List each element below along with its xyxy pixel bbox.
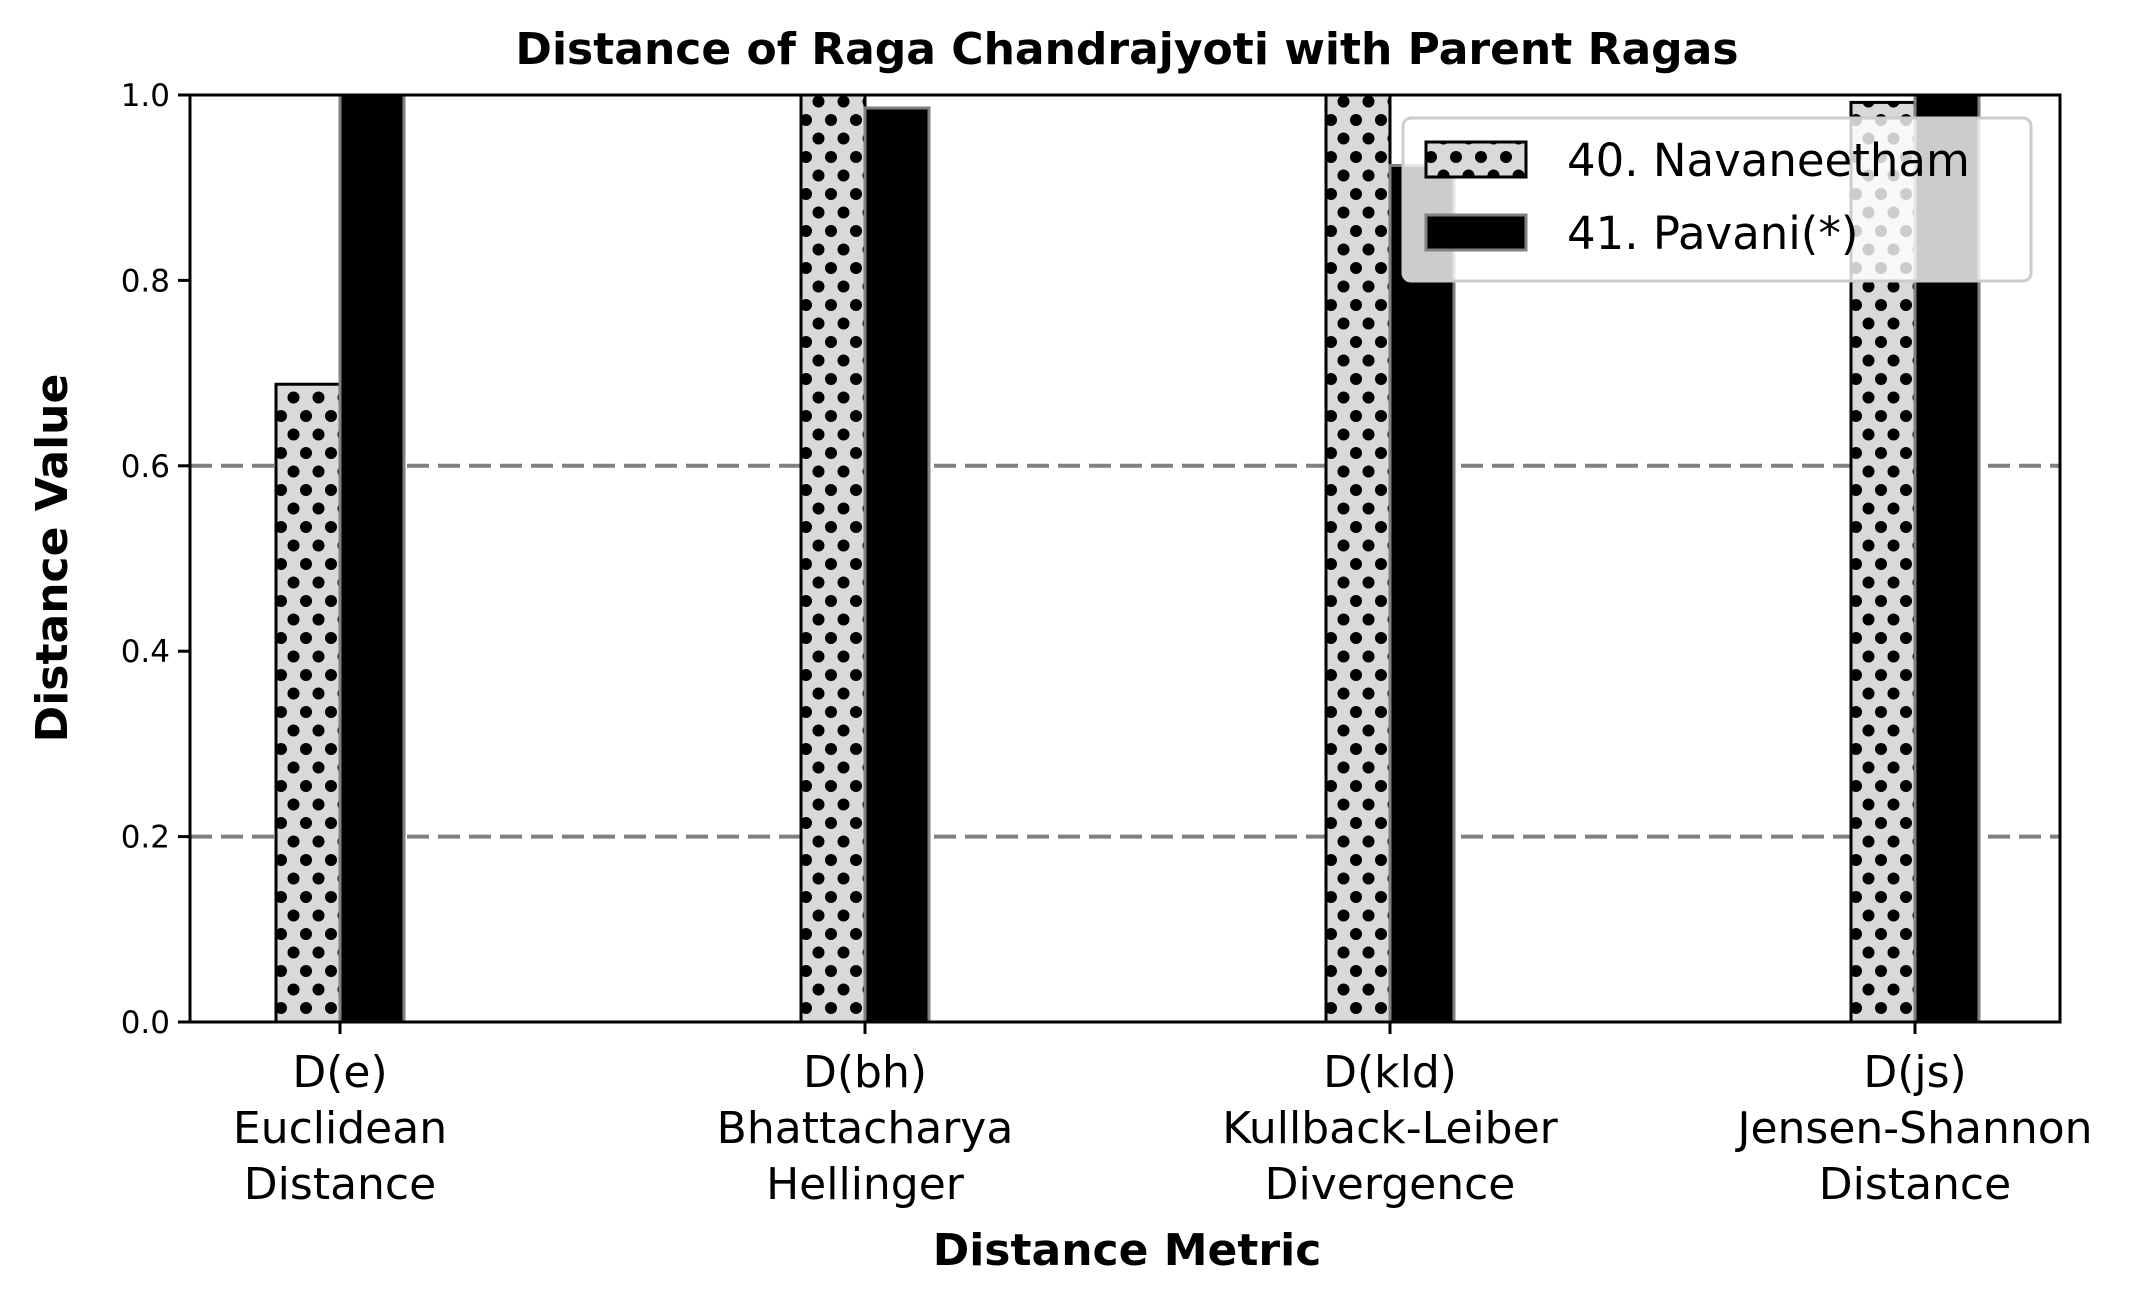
y-tick-label-0: 0.0 (121, 1005, 170, 1041)
x-tick-label-2-line0: D(kld) (1323, 1047, 1457, 1098)
x-tick-label-3-line1: Jensen-Shannon (1734, 1103, 2092, 1154)
y-tick-label-1: 0.2 (121, 820, 170, 856)
x-tick-label-0-line0: D(e) (292, 1047, 387, 1098)
y-tick-label-3: 0.6 (121, 449, 170, 485)
bar-series1-cat2 (1388, 163, 1456, 1024)
x-tick-label-1-line2: Hellinger (766, 1159, 965, 1210)
x-tick-label-3-line2: Distance (1819, 1159, 2011, 1210)
x-tick-label-0-line2: Distance (244, 1159, 436, 1210)
y-tick-label-5: 1.0 (121, 78, 170, 114)
legend-label-pavani: 41. Pavani(*) (1567, 207, 1858, 260)
bar-series1-cat0 (338, 93, 406, 1024)
x-tick-label-1-line0: D(bh) (803, 1047, 927, 1098)
x-axis: D(e)EuclideanDistanceD(bh)BhattacharyaHe… (233, 1022, 2093, 1210)
y-axis: 0.0 0.2 0.4 0.6 0.8 1.0 (121, 78, 190, 1041)
x-tick-label-1-line1: Bhattacharya (717, 1103, 1014, 1154)
x-tick-label-0-line1: Euclidean (233, 1103, 447, 1154)
x-tick-label-2-line2: Divergence (1265, 1159, 1516, 1210)
bar-series1-cat1 (863, 106, 931, 1024)
legend-swatch-navaneetham-hatch (1426, 142, 1526, 177)
y-axis-label: Distance Value (27, 374, 78, 743)
bar-hatch-series0-cat2 (1326, 95, 1390, 1022)
y-tick-label-4: 0.8 (121, 263, 170, 299)
bar-hatch-series0-cat1 (801, 95, 865, 1022)
x-axis-label: Distance Metric (933, 1225, 1322, 1276)
bar-hatch-series0-cat0 (276, 384, 340, 1022)
y-tick-label-2: 0.4 (121, 634, 170, 670)
legend-label-navaneetham: 40. Navaneetham (1567, 134, 1970, 187)
chart-title: Distance of Raga Chandrajyoti with Paren… (515, 24, 1738, 75)
legend-frame (1401, 116, 2033, 283)
bars (274, 93, 1981, 1024)
x-tick-label-2-line1: Kullback-Leiber (1222, 1103, 1558, 1154)
legend: 40. Navaneetham 41. Pavani(*) (1401, 116, 2033, 283)
reference-lines (190, 463, 2060, 839)
legend-swatch-pavani (1424, 213, 1528, 252)
x-tick-label-3-line0: D(js) (1863, 1047, 1966, 1098)
plot-frame (188, 93, 2062, 1024)
